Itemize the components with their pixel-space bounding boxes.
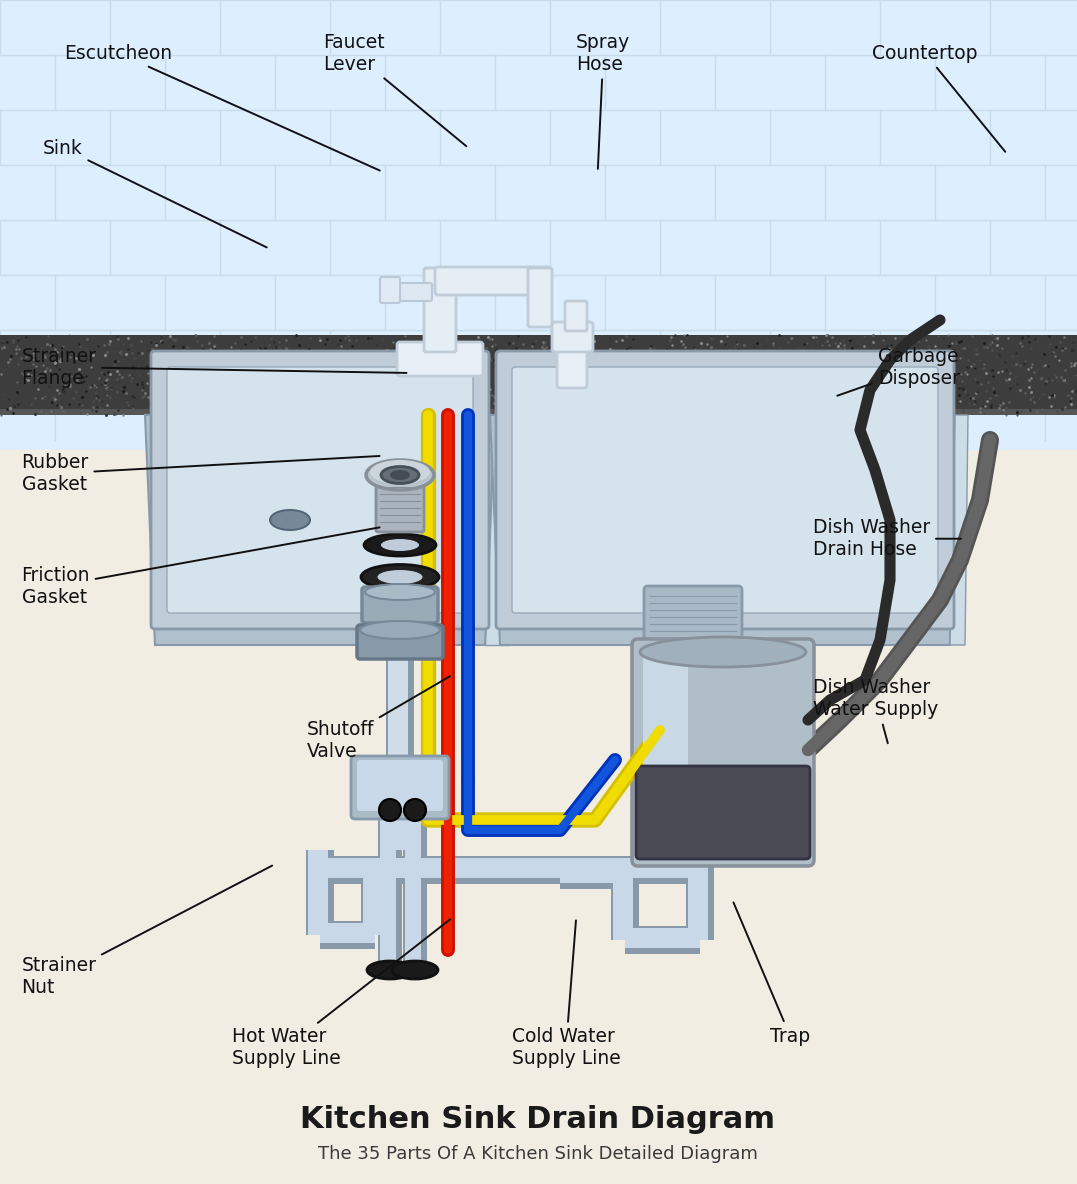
FancyBboxPatch shape bbox=[376, 472, 424, 532]
Ellipse shape bbox=[381, 466, 419, 483]
Ellipse shape bbox=[370, 461, 430, 484]
Text: Dish Washer
Water Supply: Dish Washer Water Supply bbox=[813, 678, 938, 744]
FancyBboxPatch shape bbox=[424, 268, 456, 352]
Text: Spray
Hose: Spray Hose bbox=[576, 33, 630, 169]
FancyBboxPatch shape bbox=[397, 342, 482, 377]
Bar bbox=[480, 856, 700, 884]
Bar bbox=[388, 780, 408, 850]
Text: Rubber
Gasket: Rubber Gasket bbox=[22, 453, 379, 494]
Ellipse shape bbox=[361, 565, 439, 590]
Text: Faucet
Lever: Faucet Lever bbox=[323, 33, 466, 147]
Bar bbox=[308, 850, 328, 935]
FancyBboxPatch shape bbox=[151, 350, 489, 629]
Bar bbox=[688, 850, 708, 940]
FancyBboxPatch shape bbox=[362, 587, 438, 623]
Polygon shape bbox=[145, 416, 495, 645]
Text: Strainer
Nut: Strainer Nut bbox=[22, 866, 272, 997]
FancyBboxPatch shape bbox=[557, 342, 587, 388]
Bar bbox=[643, 650, 688, 850]
FancyBboxPatch shape bbox=[388, 283, 432, 301]
Bar bbox=[403, 815, 426, 970]
Polygon shape bbox=[485, 416, 510, 645]
Ellipse shape bbox=[404, 799, 426, 821]
Polygon shape bbox=[950, 416, 968, 645]
Text: Countertop: Countertop bbox=[872, 44, 1005, 152]
Text: Dish Washer
Drain Hose: Dish Washer Drain Hose bbox=[813, 519, 961, 559]
Text: Escutcheon: Escutcheon bbox=[65, 44, 380, 170]
Bar bbox=[0, 0, 1077, 450]
FancyBboxPatch shape bbox=[167, 367, 473, 613]
Bar bbox=[405, 815, 421, 970]
FancyBboxPatch shape bbox=[565, 301, 587, 332]
Bar bbox=[361, 870, 389, 935]
Text: Garbage
Disposer: Garbage Disposer bbox=[837, 347, 960, 395]
Text: Strainer
Flange: Strainer Flange bbox=[22, 347, 406, 387]
Bar bbox=[388, 656, 408, 780]
Bar bbox=[386, 656, 414, 780]
Bar bbox=[625, 928, 700, 948]
Bar bbox=[613, 860, 633, 940]
Ellipse shape bbox=[270, 510, 310, 530]
Polygon shape bbox=[490, 416, 955, 645]
Bar bbox=[611, 860, 639, 940]
Bar bbox=[388, 656, 408, 780]
Ellipse shape bbox=[367, 961, 412, 979]
Bar bbox=[386, 780, 414, 850]
Bar bbox=[0, 408, 1077, 416]
FancyBboxPatch shape bbox=[512, 367, 938, 613]
Text: Shutoff
Valve: Shutoff Valve bbox=[307, 676, 450, 760]
FancyBboxPatch shape bbox=[644, 586, 742, 649]
FancyBboxPatch shape bbox=[528, 268, 553, 327]
Bar bbox=[363, 870, 383, 935]
Ellipse shape bbox=[378, 570, 422, 584]
Bar bbox=[320, 858, 480, 879]
FancyBboxPatch shape bbox=[351, 757, 449, 819]
FancyBboxPatch shape bbox=[496, 350, 954, 629]
Bar bbox=[560, 863, 625, 883]
Ellipse shape bbox=[390, 470, 410, 480]
FancyBboxPatch shape bbox=[435, 268, 551, 295]
Bar bbox=[0, 450, 1077, 1184]
Ellipse shape bbox=[640, 637, 806, 667]
Bar bbox=[378, 815, 402, 970]
Bar bbox=[560, 861, 625, 889]
Ellipse shape bbox=[365, 584, 435, 600]
Text: Trap: Trap bbox=[733, 902, 810, 1045]
Text: Friction
Gasket: Friction Gasket bbox=[22, 527, 379, 606]
Bar bbox=[320, 856, 480, 884]
Ellipse shape bbox=[366, 461, 434, 490]
FancyBboxPatch shape bbox=[632, 639, 814, 866]
FancyBboxPatch shape bbox=[356, 760, 443, 811]
FancyBboxPatch shape bbox=[637, 766, 810, 860]
Ellipse shape bbox=[364, 534, 436, 556]
Bar bbox=[386, 656, 414, 780]
Text: Hot Water
Supply Line: Hot Water Supply Line bbox=[232, 919, 450, 1068]
FancyBboxPatch shape bbox=[380, 277, 400, 303]
Bar bbox=[320, 921, 375, 950]
Bar bbox=[320, 924, 375, 942]
Bar bbox=[686, 850, 714, 940]
Text: Sink: Sink bbox=[43, 139, 267, 247]
Ellipse shape bbox=[392, 961, 438, 979]
Bar bbox=[480, 858, 700, 879]
Ellipse shape bbox=[381, 539, 419, 551]
Text: Kitchen Sink Drain Diagram: Kitchen Sink Drain Diagram bbox=[300, 1105, 775, 1133]
Bar bbox=[380, 815, 396, 970]
Ellipse shape bbox=[360, 620, 440, 639]
Text: Cold Water
Supply Line: Cold Water Supply Line bbox=[512, 920, 620, 1068]
Bar bbox=[306, 850, 334, 935]
FancyBboxPatch shape bbox=[356, 625, 443, 659]
Ellipse shape bbox=[379, 799, 401, 821]
Bar bbox=[625, 926, 700, 954]
FancyBboxPatch shape bbox=[553, 322, 593, 352]
Bar bbox=[0, 335, 1077, 416]
Text: The 35 Parts Of A Kitchen Sink Detailed Diagram: The 35 Parts Of A Kitchen Sink Detailed … bbox=[318, 1145, 758, 1163]
